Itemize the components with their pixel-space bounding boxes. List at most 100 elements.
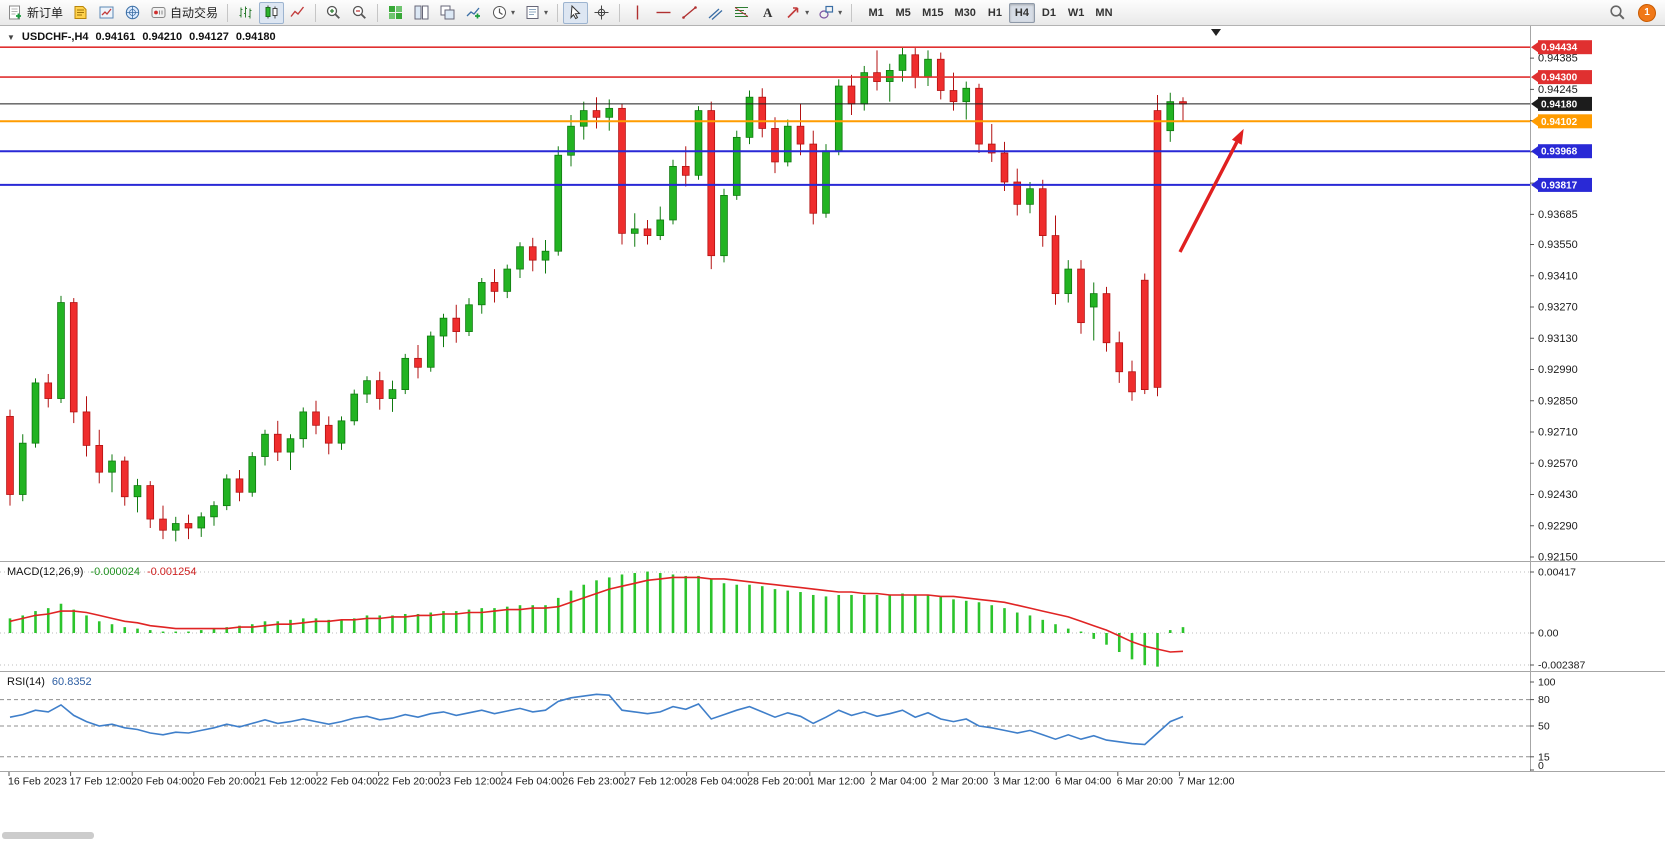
candle (503, 268, 512, 292)
crosshair-button[interactable] (589, 2, 614, 24)
svg-text:0.92290: 0.92290 (1538, 520, 1578, 532)
candle (235, 478, 244, 493)
cascade-icon (440, 5, 455, 20)
candle (1128, 371, 1136, 393)
text-button[interactable]: A (755, 2, 780, 24)
svg-text:28 Feb 04:00: 28 Feb 04:00 (686, 776, 748, 788)
trendline-button[interactable] (677, 2, 702, 24)
candle (108, 460, 116, 473)
tile-icon (414, 5, 429, 20)
candle (630, 228, 639, 234)
svg-text:2 Mar 20:00: 2 Mar 20:00 (932, 776, 988, 788)
search-button[interactable] (1605, 2, 1630, 24)
svg-text:17 Feb 12:00: 17 Feb 12:00 (70, 776, 132, 788)
candle (745, 96, 754, 138)
candle (324, 424, 333, 444)
macd-main-value: -0.000024 (90, 566, 140, 578)
svg-text:0.92850: 0.92850 (1538, 395, 1578, 407)
chart-shift-marker (1211, 29, 1221, 36)
svg-text:-0.002387: -0.002387 (1538, 660, 1585, 672)
arrows-icon (787, 7, 799, 19)
price-tag-0.94300: 0.94300 (1531, 70, 1592, 85)
candlestick-chart-button[interactable] (259, 1, 285, 24)
market-watch-button[interactable] (94, 2, 119, 24)
fibonacci-button[interactable] (729, 2, 754, 24)
cursor-icon (570, 4, 581, 20)
candle (885, 70, 894, 82)
timeframe-h4-button[interactable]: H4 (1008, 2, 1035, 23)
cursor-button[interactable] (563, 1, 589, 24)
autotrading-button[interactable]: 自动交易 (146, 2, 222, 24)
time-axis[interactable]: 16 Feb 2023 17 Feb 12:00 20 Feb 04:00 20 Fe… (8, 772, 1235, 788)
toolbar-separator (377, 3, 379, 22)
line-chart-button[interactable] (285, 2, 310, 24)
candle (299, 411, 308, 440)
arrows-button[interactable]: ▾ (781, 2, 813, 24)
candle (375, 380, 384, 399)
navigator-button[interactable] (120, 2, 145, 24)
autotrading-label: 自动交易 (170, 6, 219, 20)
svg-text:26 Feb 23:00: 26 Feb 23:00 (562, 776, 624, 788)
candle (796, 125, 805, 145)
high-value: 0.94210 (142, 31, 183, 43)
svg-text:22 Feb 20:00: 22 Feb 20:00 (378, 776, 440, 788)
candle (18, 442, 27, 495)
new-chart-button[interactable] (383, 2, 408, 24)
channel-button[interactable] (703, 2, 728, 24)
fibonacci-icon (734, 7, 749, 17)
templates-button[interactable]: ▾ (520, 2, 552, 24)
timeframe-h1-button[interactable]: H1 (982, 3, 1008, 23)
rsi-value: 60.8352 (51, 676, 92, 688)
toolbar-separator (851, 3, 853, 22)
bar-chart-button[interactable] (233, 2, 258, 24)
candle (822, 150, 830, 214)
tile-windows-button[interactable] (409, 2, 434, 24)
chevron-down-icon: ▾ (544, 7, 549, 17)
candle (1089, 293, 1098, 308)
candle (1166, 101, 1175, 132)
trend-arrow-annotation[interactable] (1178, 128, 1244, 253)
svg-text:0.00417: 0.00417 (1538, 566, 1576, 578)
macd-panel: 0.00417 0.00 -0.002387 (0, 566, 1585, 672)
timeframe-mn-button[interactable]: MN (1090, 3, 1117, 23)
timeframe-m30-button[interactable]: M30 (950, 3, 981, 23)
zoom-in-button[interactable] (321, 2, 346, 24)
chart-plot-area[interactable] (0, 28, 1530, 771)
svg-text:0.93685: 0.93685 (1538, 209, 1578, 221)
candle (656, 219, 665, 236)
new-order-button[interactable]: 新订单 (3, 2, 67, 24)
svg-text:0.94180: 0.94180 (1541, 99, 1578, 110)
candle (6, 415, 14, 495)
horizontal-line-button[interactable] (651, 2, 676, 24)
rsi-header: RSI(14) 60.8352 (7, 676, 92, 688)
indicators-icon (466, 7, 481, 19)
channel-icon (708, 8, 723, 20)
candle (1115, 342, 1124, 373)
timeframe-m1-button[interactable]: M1 (863, 3, 889, 23)
collapse-icon[interactable]: ▼ (7, 33, 15, 42)
metaeditor-button[interactable] (68, 2, 93, 24)
timeframe-m5-button[interactable]: M5 (890, 3, 916, 23)
toolbar-separator (227, 3, 229, 22)
cascade-windows-button[interactable] (435, 2, 460, 24)
svg-text:15: 15 (1538, 751, 1550, 763)
candle (567, 125, 575, 156)
candle (528, 246, 537, 261)
periods-button[interactable]: ▾ (487, 2, 519, 24)
zoom-out-button[interactable] (347, 2, 372, 24)
notifications-badge[interactable]: 1 (1638, 3, 1656, 22)
candle (707, 110, 716, 257)
svg-text:1 Mar 12:00: 1 Mar 12:00 (809, 776, 865, 788)
candle (579, 110, 588, 127)
candle (133, 485, 142, 498)
vertical-line-button[interactable] (625, 2, 650, 24)
timeframe-m15-button[interactable]: M15 (917, 3, 948, 23)
timeframe-d1-button[interactable]: D1 (1036, 3, 1062, 23)
svg-text:0.93130: 0.93130 (1538, 333, 1578, 345)
shapes-button[interactable]: ▾ (814, 2, 846, 24)
timeframe-w1-button[interactable]: W1 (1063, 3, 1090, 23)
indicators-button[interactable] (461, 2, 486, 24)
chart-hscrollbar[interactable] (2, 832, 94, 839)
svg-text:0.94434: 0.94434 (1541, 43, 1578, 54)
